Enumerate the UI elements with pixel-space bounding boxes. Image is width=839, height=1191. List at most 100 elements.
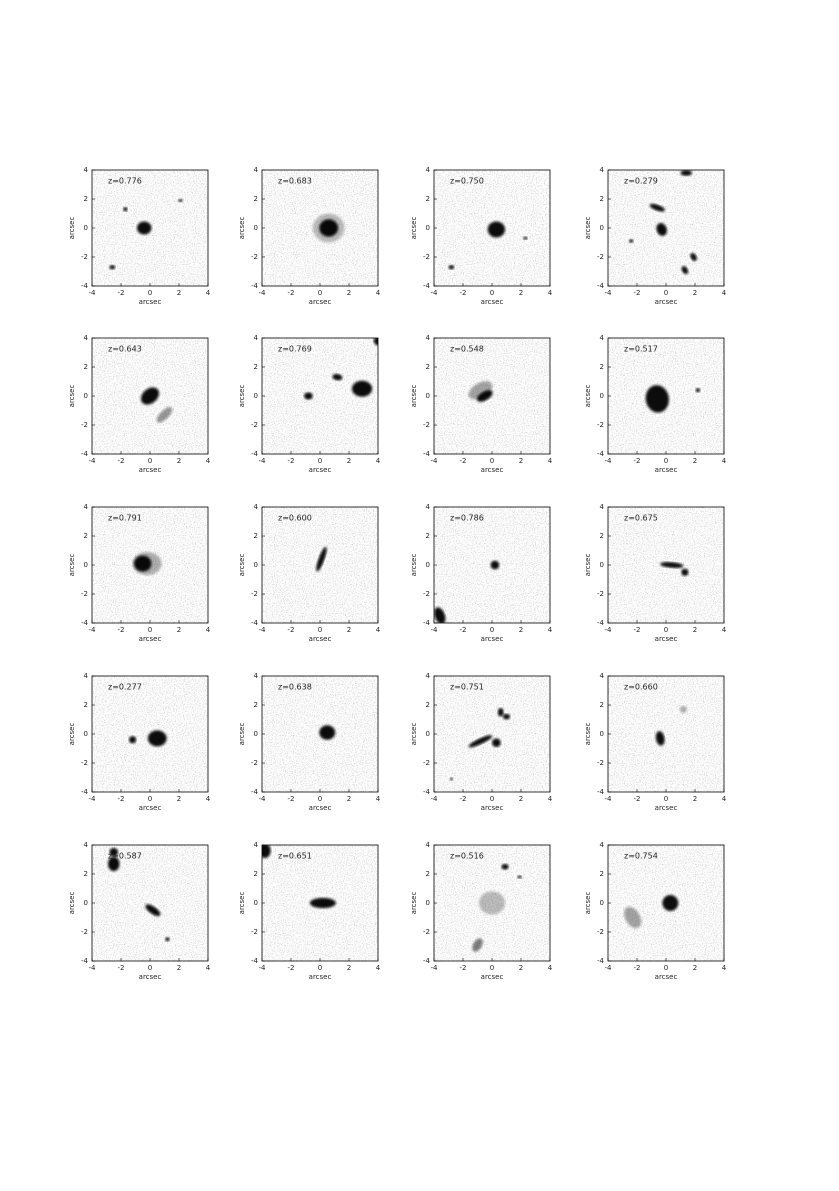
- galaxy: [629, 239, 634, 243]
- x-axis-label: arcsec: [481, 973, 504, 981]
- panel: -4 -2 0 2 4 -4 -2 0 2 4 arcsec arcsec z=0.683: [238, 166, 381, 306]
- y-tick-label: -4: [597, 957, 605, 965]
- x-tick-label: 4: [206, 289, 211, 297]
- galaxy: [680, 170, 693, 176]
- y-tick-label: 4: [426, 841, 431, 849]
- y-tick-label: 4: [84, 166, 89, 174]
- y-tick-label: -2: [423, 590, 430, 598]
- x-tick-label: 0: [664, 457, 668, 465]
- panel: -4 -2 0 2 4 -4 -2 0 2 4 arcsec arcsec z=0.754: [584, 841, 727, 981]
- x-tick-label: -4: [605, 964, 613, 972]
- galaxy: [312, 213, 345, 243]
- y-axis-label: arcsec: [238, 892, 246, 915]
- image-noise: [608, 676, 724, 792]
- galaxy-image: [608, 170, 724, 286]
- y-axis-label: arcsec: [584, 385, 592, 408]
- y-tick-label: -2: [423, 421, 430, 429]
- y-tick-label: 4: [84, 503, 89, 511]
- redshift-label: z=0.277: [108, 683, 142, 692]
- galaxy: [145, 904, 161, 917]
- y-tick-label: -2: [251, 928, 258, 936]
- y-tick-label: 4: [600, 503, 605, 511]
- x-tick-label: -2: [118, 964, 125, 972]
- x-tick-label: -4: [259, 289, 267, 297]
- y-tick-label: -4: [423, 450, 431, 458]
- image-noise: [434, 338, 550, 454]
- x-axis-label: arcsec: [139, 635, 162, 643]
- y-tick-label: 0: [600, 730, 604, 738]
- y-axis-label: arcsec: [238, 554, 246, 577]
- y-tick-label: -4: [81, 619, 89, 627]
- y-tick-label: 4: [600, 166, 605, 174]
- galaxy: [487, 221, 506, 238]
- x-tick-label: -2: [460, 626, 467, 634]
- y-tick-label: 0: [600, 224, 604, 232]
- x-tick-label: -4: [431, 457, 439, 465]
- y-axis-label: arcsec: [410, 385, 418, 408]
- y-tick-label: 2: [600, 532, 604, 540]
- galaxy: [468, 735, 493, 748]
- galaxy-image: [608, 507, 724, 623]
- redshift-label: z=0.516: [450, 852, 484, 861]
- redshift-label: z=0.548: [450, 345, 484, 354]
- y-axis-label: arcsec: [68, 217, 76, 240]
- y-tick-label: 2: [600, 363, 604, 371]
- y-tick-label: 4: [426, 672, 431, 680]
- x-tick-label: 0: [318, 964, 322, 972]
- redshift-label: z=0.675: [624, 514, 658, 523]
- y-tick-label: 0: [254, 899, 258, 907]
- y-tick-label: -2: [251, 759, 258, 767]
- x-tick-label: -4: [89, 964, 97, 972]
- x-axis-label: arcsec: [309, 466, 332, 474]
- y-tick-label: 2: [84, 532, 88, 540]
- y-tick-label: 4: [426, 503, 431, 511]
- y-tick-label: 0: [84, 899, 88, 907]
- x-tick-label: 2: [693, 289, 697, 297]
- panel: -4 -2 0 2 4 -4 -2 0 2 4 arcsec arcsec z=0.587: [68, 841, 211, 981]
- x-tick-label: 4: [206, 964, 211, 972]
- y-tick-label: 2: [600, 870, 604, 878]
- y-tick-label: 0: [426, 899, 430, 907]
- x-axis-label: arcsec: [655, 635, 678, 643]
- x-tick-label: -2: [118, 795, 125, 803]
- galaxy: [448, 264, 455, 270]
- redshift-label: z=0.660: [624, 683, 658, 692]
- galaxy-image: [262, 507, 378, 623]
- galaxy: [497, 707, 504, 717]
- x-tick-label: 4: [722, 626, 727, 634]
- galaxy: [662, 895, 679, 911]
- galaxy: [123, 206, 128, 212]
- x-tick-label: 0: [490, 964, 494, 972]
- y-tick-label: -2: [251, 590, 258, 598]
- x-tick-label: 0: [490, 626, 494, 634]
- redshift-label: z=0.643: [108, 345, 142, 354]
- galaxy: [109, 847, 119, 857]
- galaxy: [478, 891, 506, 915]
- redshift-label: z=0.279: [624, 177, 658, 186]
- redshift-label: z=0.587: [108, 852, 142, 861]
- y-tick-label: -2: [423, 759, 430, 767]
- panel: -4 -2 0 2 4 -4 -2 0 2 4 arcsec arcsec z=0.660: [584, 672, 727, 812]
- galaxy: [136, 221, 152, 235]
- galaxy: [147, 730, 167, 747]
- redshift-label: z=0.754: [624, 852, 658, 861]
- y-tick-label: -4: [81, 450, 89, 458]
- x-tick-label: 4: [206, 626, 211, 634]
- x-tick-label: 0: [318, 626, 322, 634]
- y-tick-label: 0: [84, 224, 88, 232]
- y-tick-label: -4: [251, 282, 259, 290]
- redshift-label: z=0.750: [450, 177, 484, 186]
- galaxy-image: [262, 676, 378, 792]
- panel: -4 -2 0 2 4 -4 -2 0 2 4 arcsec arcsec z=0.279: [584, 166, 727, 306]
- panel: -4 -2 0 2 4 -4 -2 0 2 4 arcsec arcsec z=0.750: [410, 166, 553, 306]
- redshift-label: z=0.786: [450, 514, 484, 523]
- x-tick-label: 2: [177, 457, 181, 465]
- y-tick-label: -2: [423, 253, 430, 261]
- galaxy: [501, 863, 509, 870]
- y-tick-label: -4: [597, 450, 605, 458]
- y-tick-label: -4: [251, 619, 259, 627]
- galaxy: [319, 725, 336, 740]
- x-axis-label: arcsec: [481, 298, 504, 306]
- y-axis-label: arcsec: [410, 554, 418, 577]
